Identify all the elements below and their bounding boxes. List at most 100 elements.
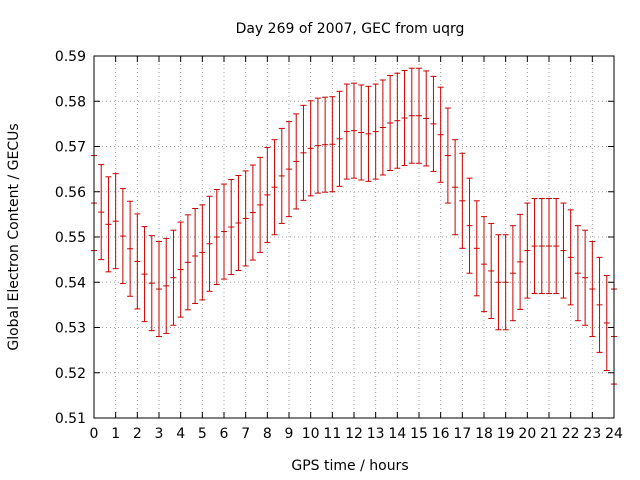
data-point: [322, 96, 329, 193]
data-point: [286, 121, 292, 218]
data-point: [177, 221, 184, 318]
data-point: [452, 139, 459, 236]
data-point: [553, 198, 560, 295]
data-point: [387, 74, 394, 171]
data-point: [560, 202, 567, 299]
data-point: [365, 85, 372, 182]
x-tick-label: 0: [90, 426, 99, 442]
data-point: [112, 173, 119, 270]
data-point: [336, 90, 343, 187]
data-point: [249, 164, 256, 261]
chart-title: Day 269 of 2007, GEC from uqrg: [236, 21, 465, 37]
data-point: [300, 104, 307, 201]
y-tick-label: 0.55: [55, 230, 86, 246]
data-point: [466, 177, 473, 274]
data-point: [567, 209, 574, 306]
data-point: [546, 198, 552, 295]
data-point: [134, 213, 141, 310]
x-tick-label: 15: [410, 426, 428, 442]
data-point: [444, 107, 451, 204]
data-point: [509, 225, 516, 322]
data-point: [589, 241, 596, 338]
error-bars: [91, 67, 617, 385]
data-point: [264, 146, 271, 243]
data-point: [531, 198, 538, 295]
data-point: [379, 79, 386, 176]
y-tick-label: 0.54: [55, 275, 86, 291]
x-tick-label: 3: [155, 426, 164, 442]
data-point: [495, 234, 502, 331]
data-point: [184, 214, 191, 311]
y-tick-label: 0.57: [55, 140, 86, 156]
data-point: [603, 274, 610, 371]
data-point: [538, 198, 545, 295]
data-point: [278, 127, 285, 224]
data-point: [119, 188, 126, 285]
data-point: [257, 156, 264, 253]
data-point: [213, 188, 220, 286]
data-point: [488, 222, 495, 319]
data-point: [358, 84, 365, 181]
data-point: [517, 213, 524, 310]
x-tick-label: 8: [263, 426, 272, 442]
data-point: [141, 226, 148, 323]
x-tick-label: 17: [453, 426, 471, 442]
data-point: [351, 82, 357, 179]
data-point: [502, 234, 509, 331]
data-point: [408, 67, 415, 164]
data-point: [148, 235, 155, 332]
x-tick-label: 1: [111, 426, 120, 442]
data-point: [221, 183, 227, 280]
x-tick-label: 2: [133, 426, 142, 442]
data-point: [524, 202, 531, 299]
y-tick-label: 0.56: [55, 185, 86, 201]
data-point: [156, 241, 162, 338]
data-point: [372, 83, 379, 180]
x-tick-label: 4: [176, 426, 185, 442]
data-point: [430, 75, 437, 172]
x-tick-label: 7: [241, 426, 250, 442]
data-point: [343, 83, 350, 180]
x-tick-label: 21: [540, 426, 558, 442]
y-tick-label: 0.59: [55, 49, 86, 65]
data-point: [481, 216, 487, 313]
y-tick-label: 0.51: [55, 411, 86, 427]
data-point: [596, 256, 603, 353]
y-tick-label: 0.53: [55, 321, 86, 337]
data-point: [437, 86, 444, 183]
x-tick-label: 19: [497, 426, 515, 442]
x-tick-label: 18: [475, 426, 493, 442]
tick-labels: 0 1 2 3 4 5 6 7 8 9 10 11 12 13 14 15 16 17 18 19 20 21 22 23 24…: [55, 49, 623, 442]
data-point: [582, 229, 589, 326]
x-tick-label: 10: [302, 426, 320, 442]
data-point: [293, 113, 300, 210]
data-point: [307, 100, 314, 197]
x-tick-label: 13: [367, 426, 385, 442]
x-tick-label: 23: [583, 426, 601, 442]
y-axis-label: Global Electron Content / GECUs: [6, 123, 22, 350]
data-point: [206, 195, 213, 292]
x-tick-label: 16: [432, 426, 450, 442]
data-point: [105, 176, 112, 273]
y-tick-label: 0.52: [55, 366, 86, 382]
data-point: [199, 204, 206, 301]
data-point: [170, 229, 177, 326]
data-point: [228, 179, 235, 276]
x-tick-label: 20: [518, 426, 536, 442]
x-tick-label: 6: [220, 426, 229, 442]
x-tick-label: 22: [562, 426, 580, 442]
data-point: [329, 96, 336, 193]
data-point: [401, 69, 408, 167]
x-tick-label: 5: [198, 426, 207, 442]
data-point: [127, 200, 134, 297]
x-tick-label: 24: [605, 426, 623, 442]
data-point: [394, 72, 401, 169]
data-point: [314, 97, 321, 194]
data-point: [423, 70, 430, 167]
data-point: [242, 170, 249, 267]
data-point: [473, 200, 480, 297]
data-point: [163, 237, 170, 334]
data-point: [459, 152, 466, 249]
x-tick-label: 12: [345, 426, 363, 442]
